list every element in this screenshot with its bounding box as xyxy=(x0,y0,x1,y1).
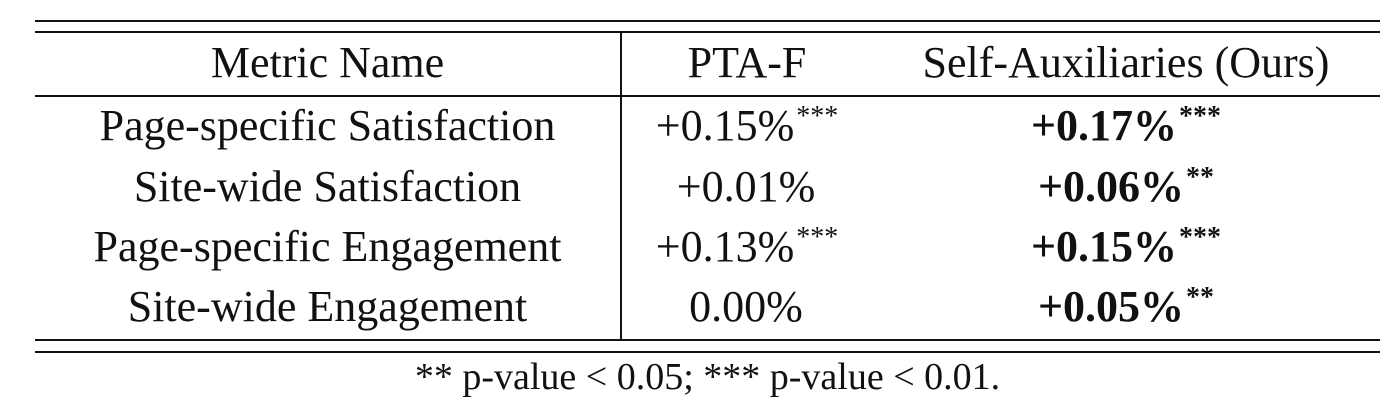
table-row: Site-wide Engagement 0.00% +0.05%** xyxy=(35,277,1380,337)
bottom-rule-outer xyxy=(35,351,1380,353)
top-rule-outer xyxy=(35,20,1380,22)
significance-stars: ** xyxy=(1186,162,1215,193)
metric-cell: Page-specific Satisfaction xyxy=(99,101,556,150)
pta-f-value: +0.01% xyxy=(676,162,816,211)
header-pta-f: PTA-F xyxy=(687,38,807,87)
header-metric-name: Metric Name xyxy=(210,38,445,87)
table-row: Page-specific Satisfaction +0.15%*** +0.… xyxy=(35,96,1380,156)
table-row: Page-specific Engagement +0.13%*** +0.15… xyxy=(35,217,1380,277)
ours-cell: +0.05%** xyxy=(872,277,1380,337)
pta-f-value: +0.13% xyxy=(655,222,795,271)
ours-value: +0.15% xyxy=(1030,222,1178,271)
header-rule xyxy=(35,95,1380,97)
metric-cell: Site-wide Satisfaction xyxy=(133,162,522,211)
pta-f-cell: +0.01% xyxy=(622,157,872,217)
ours-cell: +0.17%*** xyxy=(872,96,1380,156)
ours-cell: +0.06%** xyxy=(872,157,1380,217)
bottom-rule-inner xyxy=(35,339,1380,341)
metric-cell: Site-wide Engagement xyxy=(127,282,528,331)
pta-f-cell: +0.15%*** xyxy=(622,96,872,156)
pta-f-value: 0.00% xyxy=(689,282,803,331)
significance-stars: *** xyxy=(796,101,839,132)
table-header-row: Metric Name PTA-F Self-Auxiliaries (Ours… xyxy=(35,33,1380,93)
pta-f-cell: +0.13%*** xyxy=(622,217,872,277)
ours-value: +0.17% xyxy=(1030,101,1178,150)
ours-cell: +0.15%*** xyxy=(872,217,1380,277)
top-rule-inner xyxy=(35,31,1380,33)
significance-stars: ** xyxy=(1186,282,1215,313)
significance-stars: *** xyxy=(1179,222,1222,253)
header-self-auxiliaries: Self-Auxiliaries (Ours) xyxy=(922,38,1330,87)
metric-cell: Page-specific Engagement xyxy=(93,222,562,271)
ours-value: +0.05% xyxy=(1037,282,1185,331)
table-footnote: ** p-value < 0.05; *** p-value < 0.01. xyxy=(414,356,1001,398)
pta-f-cell: 0.00% xyxy=(622,277,872,337)
pta-f-value: +0.15% xyxy=(655,101,795,150)
column-divider xyxy=(620,33,622,339)
table-row: Site-wide Satisfaction +0.01% +0.06%** xyxy=(35,157,1380,217)
significance-stars: *** xyxy=(1179,101,1222,132)
significance-stars: *** xyxy=(796,222,839,253)
ours-value: +0.06% xyxy=(1037,162,1185,211)
